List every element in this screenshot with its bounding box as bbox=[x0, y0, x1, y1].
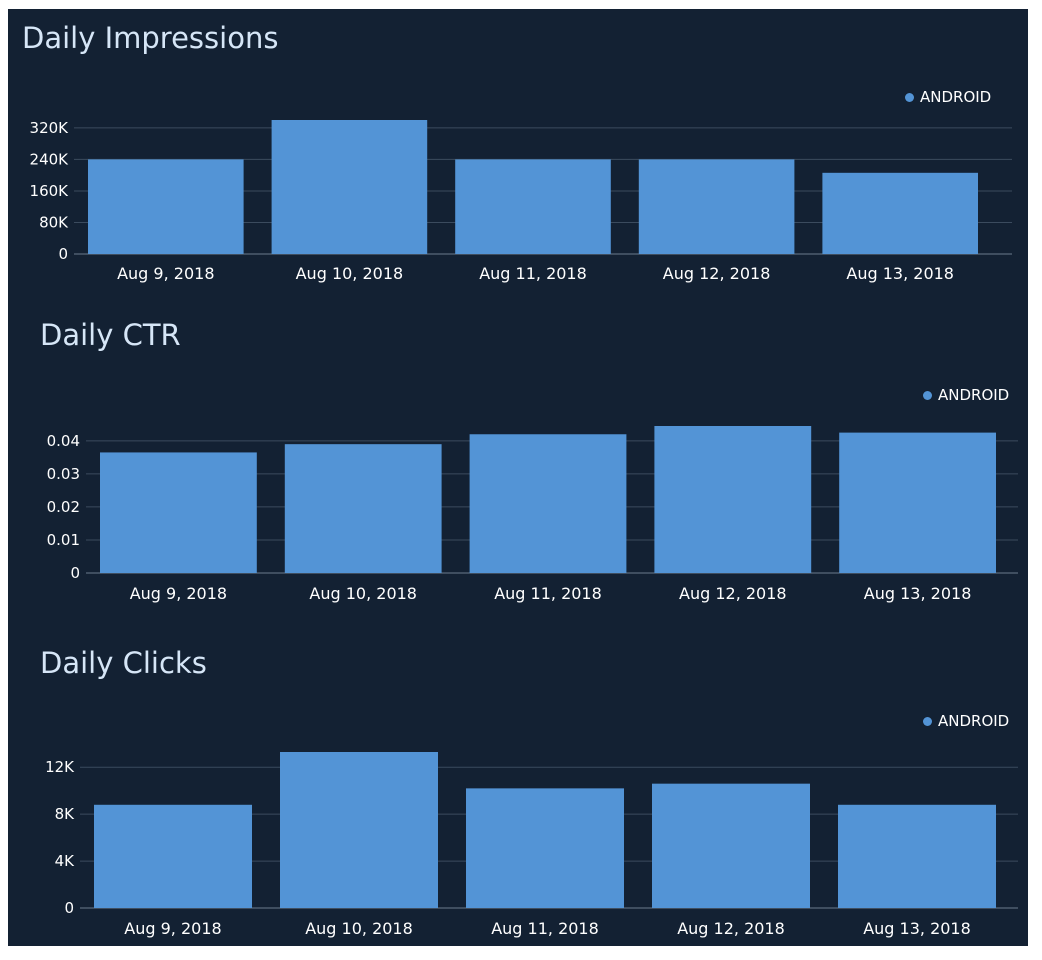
impressions-y-tick-label: 0 bbox=[58, 245, 68, 263]
dashboard: Daily Impressions ANDROID 0 80K 160K 240K 32… bbox=[8, 9, 1028, 946]
impressions-x-tick-label: Aug 13, 2018 bbox=[846, 264, 954, 283]
impressions-chart: 0 80K 160K 240K 320K Aug 9, 2018 Aug 10, 2018 A… bbox=[30, 119, 1012, 283]
clicks-bar[interactable] bbox=[94, 804, 252, 908]
clicks-legend: ANDROID bbox=[923, 712, 1009, 730]
clicks-title: Daily Clicks bbox=[40, 646, 207, 680]
impressions-panel: Daily Impressions ANDROID 0 80K 160K 240K 32… bbox=[8, 9, 1028, 309]
clicks-x-tick-label: Aug 9, 2018 bbox=[124, 919, 221, 938]
clicks-panel: Daily Clicks ANDROID 0 4K 8K 12K Aug 9, 2018… bbox=[8, 632, 1028, 946]
impressions-x-tick-label: Aug 10, 2018 bbox=[296, 264, 404, 283]
ctr-title: Daily CTR bbox=[40, 318, 181, 352]
ctr-y-tick-label: 0.02 bbox=[47, 498, 80, 516]
clicks-y-tick-label: 12K bbox=[45, 758, 75, 776]
ctr-legend: ANDROID bbox=[923, 386, 1009, 404]
clicks-y-tick-label: 0 bbox=[64, 899, 74, 917]
impressions-y-tick-label: 80K bbox=[39, 213, 69, 231]
impressions-bar[interactable] bbox=[271, 120, 428, 254]
clicks-x-tick-label: Aug 10, 2018 bbox=[305, 919, 413, 938]
ctr-x-tick-label: Aug 12, 2018 bbox=[679, 584, 787, 603]
clicks-bar[interactable] bbox=[652, 783, 810, 908]
impressions-x-tick-label: Aug 9, 2018 bbox=[117, 264, 214, 283]
ctr-bar[interactable] bbox=[100, 452, 257, 573]
ctr-bar[interactable] bbox=[839, 432, 996, 573]
ctr-x-tick-label: Aug 9, 2018 bbox=[130, 584, 227, 603]
clicks-x-tick-label: Aug 11, 2018 bbox=[491, 919, 599, 938]
ctr-chart: 0 0.01 0.02 0.03 0.04 Aug 9, 2018 Aug 10, 2018… bbox=[47, 426, 1018, 603]
ctr-x-tick-label: Aug 11, 2018 bbox=[494, 584, 602, 603]
clicks-y-tick-label: 8K bbox=[55, 805, 76, 823]
impressions-bar[interactable] bbox=[822, 172, 978, 254]
clicks-x-tick-label: Aug 13, 2018 bbox=[863, 919, 971, 938]
legend-marker-icon bbox=[923, 716, 932, 726]
impressions-y-tick-label: 160K bbox=[30, 182, 70, 200]
impressions-legend-label: ANDROID bbox=[920, 88, 992, 106]
ctr-x-tick-label: Aug 10, 2018 bbox=[309, 584, 417, 603]
ctr-panel: Daily CTR ANDROID 0 0.01 0.02 0.03 0.04 Aug 9… bbox=[8, 309, 1028, 632]
impressions-x-tick-label: Aug 11, 2018 bbox=[479, 264, 587, 283]
clicks-chart: 0 4K 8K 12K Aug 9, 2018 Aug 10, 2018 Aug 11, 2… bbox=[45, 752, 1018, 938]
impressions-y-tick-label: 320K bbox=[30, 119, 70, 137]
ctr-y-tick-label: 0.01 bbox=[47, 531, 80, 549]
clicks-bar[interactable] bbox=[838, 804, 996, 908]
ctr-bar[interactable] bbox=[654, 426, 812, 573]
ctr-x-tick-label: Aug 13, 2018 bbox=[864, 584, 972, 603]
ctr-y-tick-label: 0.03 bbox=[47, 465, 80, 483]
impressions-bar[interactable] bbox=[638, 159, 795, 254]
legend-marker-icon bbox=[923, 390, 932, 400]
ctr-bar[interactable] bbox=[284, 444, 442, 573]
ctr-legend-label: ANDROID bbox=[938, 386, 1010, 404]
clicks-bar[interactable] bbox=[466, 788, 624, 908]
impressions-x-tick-label: Aug 12, 2018 bbox=[663, 264, 771, 283]
legend-marker-icon bbox=[905, 92, 914, 102]
ctr-y-tick-label: 0.04 bbox=[47, 432, 80, 450]
impressions-title: Daily Impressions bbox=[22, 21, 279, 55]
clicks-legend-label: ANDROID bbox=[938, 712, 1010, 730]
clicks-bar[interactable] bbox=[280, 752, 438, 908]
impressions-y-tick-label: 240K bbox=[30, 150, 70, 168]
ctr-y-tick-label: 0 bbox=[70, 564, 80, 582]
clicks-y-tick-label: 4K bbox=[55, 852, 76, 870]
impressions-legend: ANDROID bbox=[905, 88, 991, 106]
impressions-bar[interactable] bbox=[455, 159, 611, 254]
clicks-x-tick-label: Aug 12, 2018 bbox=[677, 919, 785, 938]
impressions-bar[interactable] bbox=[88, 159, 244, 254]
ctr-bar[interactable] bbox=[469, 434, 627, 573]
